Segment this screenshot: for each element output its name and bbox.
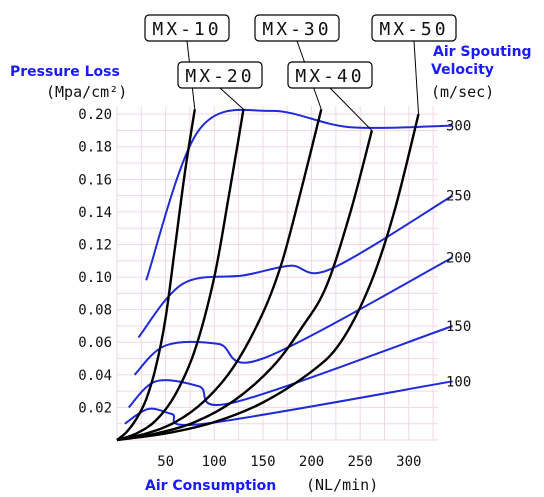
y-axis-unit: (Mpa/cm²) (46, 83, 127, 101)
model-box-mx-30 (254, 14, 340, 42)
velocity-label-300: 300 (446, 119, 471, 135)
model-line-mx-10 (116, 109, 196, 441)
right-axis-title-line1: Air Spouting (433, 44, 532, 60)
y-tick-label: 0.02 (78, 400, 112, 416)
model-leaders (186, 40, 420, 131)
leader-line-mx-20 (219, 87, 244, 110)
model-label-mx-30: MX-30 (262, 19, 331, 40)
x-tick-label: 250 (348, 454, 373, 470)
x-tick-label: 100 (202, 454, 227, 470)
x-tick-labels: 50 100 150 200 250 300 (157, 454, 421, 470)
model-label-mx-20: MX-20 (185, 66, 254, 87)
velocity-line-250 (137, 194, 454, 339)
right-axis-unit: (m/sec) (431, 83, 494, 101)
model-line-mx-40 (116, 130, 374, 442)
x-tick-label: 200 (299, 454, 324, 470)
y-tick-label: 0.14 (78, 205, 112, 221)
y-tick-label: 0.12 (78, 237, 112, 253)
model-label-mx-50: MX-50 (379, 19, 448, 40)
y-tick-label: 0.06 (78, 335, 112, 351)
velocity-label-150: 150 (446, 319, 471, 335)
velocity-line-150 (127, 325, 453, 409)
model-box-mx-10 (144, 14, 230, 42)
x-axis-title: Air Consumption (145, 478, 276, 494)
x-tick-label: 300 (396, 454, 421, 470)
velocity-line-300 (145, 108, 453, 281)
y-tick-label: 0.16 (78, 172, 112, 188)
x-axis-unit: (NL/min) (306, 476, 378, 494)
leader-line-mx-50 (413, 40, 420, 115)
velocity-labels: 100 150 200 250 300 (446, 119, 471, 391)
model-box-mx-50 (371, 14, 457, 42)
velocity-label-100: 100 (446, 374, 471, 390)
y-tick-label: 0.10 (78, 270, 112, 286)
model-line-mx-20 (116, 109, 245, 442)
model-label-mx-10: MX-10 (152, 19, 221, 40)
velocity-line-200 (133, 256, 454, 376)
velocity-lines (124, 108, 454, 426)
y-tick-label: 0.04 (78, 368, 112, 384)
x-tick-label: 150 (250, 454, 275, 470)
velocity-line-100 (124, 380, 453, 426)
velocity-label-250: 250 (446, 189, 471, 205)
velocity-label-200: 200 (446, 251, 471, 267)
model-labels: MX-10 MX-20 MX-30 MX-40 MX-50 (144, 14, 457, 89)
model-box-mx-40 (287, 61, 373, 89)
model-line-mx-30 (116, 109, 323, 442)
model-line-mx-50 (116, 113, 420, 442)
y-tick-label: 0.20 (78, 107, 112, 123)
y-tick-label: 0.08 (78, 303, 112, 319)
model-lines (116, 109, 420, 442)
model-label-mx-40: MX-40 (295, 66, 364, 87)
y-axis-title: Pressure Loss (10, 64, 120, 80)
model-box-mx-20 (177, 61, 263, 89)
leader-line-mx-40 (329, 87, 373, 131)
y-tick-labels: 0.02 0.04 0.06 0.08 0.10 0.12 0.14 0.16 0.18 0.20 (78, 107, 112, 416)
x-tick-label: 50 (157, 454, 174, 470)
y-tick-label: 0.18 (78, 140, 112, 156)
right-axis-title-line2: Velocity (431, 62, 494, 78)
